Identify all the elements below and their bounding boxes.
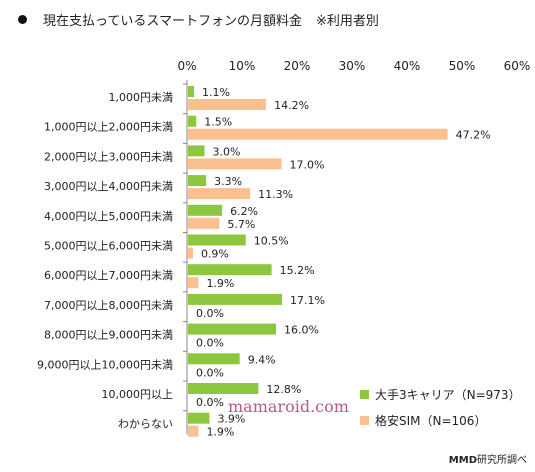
bullet-dot-icon: [18, 15, 27, 24]
data-label-sim: 0.0%: [196, 337, 224, 350]
bar-carrier: [188, 145, 205, 157]
data-label-carrier: 3.0%: [213, 145, 241, 158]
data-label-sim: 1.9%: [206, 426, 234, 439]
bar-carrier: [188, 412, 210, 424]
data-label-sim: 0.0%: [196, 366, 224, 379]
bar-carrier: [188, 353, 240, 365]
bar-carrier: [188, 293, 283, 305]
data-label-carrier: 3.3%: [214, 175, 242, 188]
data-label-carrier: 6.2%: [230, 205, 258, 218]
legend-item-carrier: 大手3キャリア（N=973）: [360, 384, 521, 404]
x-tick-label: 50%: [449, 59, 476, 73]
data-label-sim: 11.3%: [258, 188, 293, 201]
bar-carrier: [188, 234, 246, 246]
data-label-sim: 1.9%: [206, 277, 234, 290]
data-label-carrier: 17.1%: [290, 294, 325, 307]
chart-title-text: 現在支払っているスマートフォンの月額料金: [43, 14, 302, 29]
legend-label-carrier: 大手3キャリア（N=973）: [375, 387, 521, 402]
legend-swatch-carrier: [360, 389, 369, 399]
credit-brand: MMD: [448, 455, 477, 466]
x-tick-label: 10%: [229, 59, 256, 73]
credit-rest: 研究所調べ: [477, 455, 527, 466]
source-credit: MMD研究所調べ: [449, 451, 527, 466]
data-label-sim: 47.2%: [456, 129, 491, 142]
data-label-sim: 0.9%: [201, 248, 229, 261]
data-label-carrier: 1.1%: [202, 86, 230, 99]
x-tick-label: 20%: [284, 59, 311, 73]
category-label: 1,000円以上2,000円未満: [44, 121, 173, 134]
category-label: わからない: [118, 418, 173, 431]
category-label: 10,000円以上: [102, 388, 174, 401]
data-label-sim: 0.0%: [196, 307, 224, 320]
data-label-carrier: 3.9%: [217, 413, 245, 426]
bar-sim: [188, 277, 199, 289]
category-label: 1,000円未満: [109, 91, 174, 104]
bar-carrier: [188, 264, 272, 276]
category-label: 9,000円以上10,000円未満: [37, 358, 173, 371]
category-label: 3,000円以上4,000円未満: [44, 180, 173, 193]
data-label-sim: 17.0%: [290, 158, 325, 171]
chart-legend: 大手3キャリア（N=973） 格安SIM（N=106）: [360, 384, 521, 436]
category-label: 7,000円以上8,000円未満: [44, 299, 173, 312]
bar-sim: [188, 128, 448, 140]
watermark: mamaroid.com: [228, 397, 349, 416]
bar-sim: [188, 217, 220, 229]
bar-carrier: [188, 175, 207, 187]
legend-swatch-sim: [360, 415, 369, 425]
chart-title: 現在支払っているスマートフォンの月額料金 ※利用者別: [18, 10, 379, 29]
category-label: 8,000円以上9,000円未満: [44, 329, 173, 342]
x-tick-label: 40%: [394, 59, 421, 73]
data-label-carrier: 15.2%: [280, 264, 315, 277]
data-label-carrier: 12.8%: [266, 383, 301, 396]
bar-sim: [188, 99, 267, 110]
bar-carrier: [188, 383, 259, 394]
data-label-carrier: 9.4%: [248, 353, 276, 366]
category-label: 5,000円以上6,000円未満: [44, 240, 173, 253]
bar-sim: [188, 188, 251, 200]
bar-sim: [188, 425, 199, 437]
x-tick-label: 60%: [504, 59, 531, 73]
data-label-sim: 14.2%: [274, 99, 309, 112]
bar-sim: [188, 247, 193, 259]
bar-sim: [188, 158, 282, 170]
category-label: 4,000円以上5,000円未満: [44, 210, 173, 223]
data-label-carrier: 1.5%: [204, 116, 232, 129]
data-label-sim: 0.0%: [196, 396, 224, 409]
bar-carrier: [188, 115, 197, 127]
legend-label-sim: 格安SIM（N=106）: [375, 413, 487, 428]
data-label-carrier: 16.0%: [284, 324, 319, 337]
chart-title-note: ※利用者別: [315, 14, 379, 29]
bar-carrier: [188, 86, 195, 97]
category-label: 6,000円以上7,000円未満: [44, 269, 173, 282]
bar-carrier: [188, 204, 223, 216]
x-tick-label: 0%: [177, 59, 196, 73]
data-label-carrier: 10.5%: [254, 235, 289, 248]
x-tick-label: 30%: [339, 59, 366, 73]
data-label-sim: 5.7%: [227, 218, 255, 231]
legend-item-sim: 格安SIM（N=106）: [360, 410, 521, 430]
category-label: 2,000円以上3,000円未満: [44, 150, 173, 163]
bar-carrier: [188, 323, 276, 335]
